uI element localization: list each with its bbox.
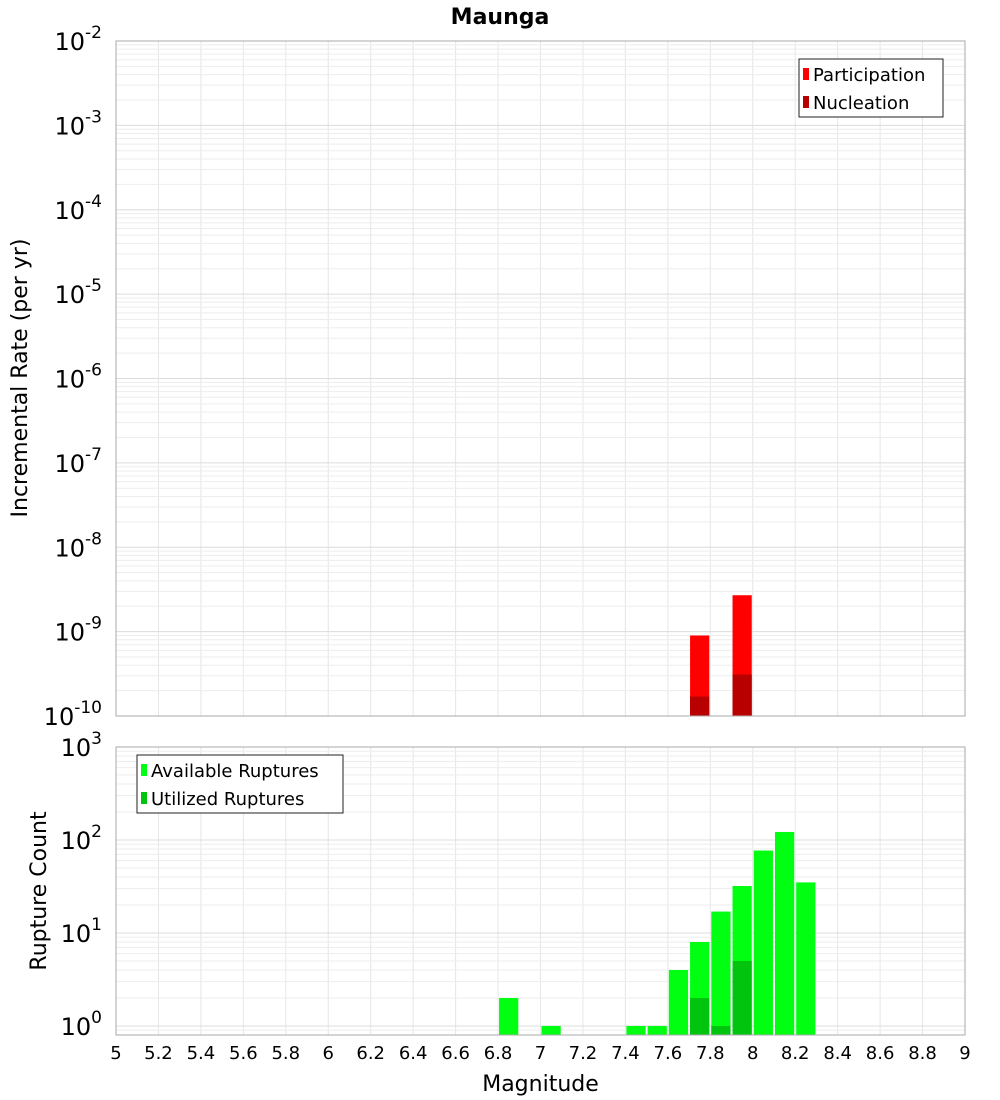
y-tick-label: 101	[61, 915, 102, 948]
bar-nucleation	[690, 696, 710, 716]
bar-available-ruptures	[541, 1025, 561, 1035]
legend: Available Ruptures Utilized Ruptures	[136, 754, 344, 814]
bar-available-ruptures	[796, 882, 816, 1035]
x-tick-label: 8.8	[908, 1043, 937, 1064]
x-tick-label: 5.8	[271, 1043, 300, 1064]
legend-label-nucleation: Nucleation	[813, 93, 909, 114]
legend: Participation Nucleation	[798, 58, 944, 118]
legend-swatch-utilized-ruptures	[141, 792, 147, 804]
top-panel: 10-10 10-9 10-8 10-7 10-6 10-5 10-4 10-3 10-2 Inc…	[8, 23, 966, 731]
legend-swatch-available-ruptures	[141, 764, 147, 776]
bottom-panel: 100 101 102 103 5 5.2 5.4 5.6 5.8 6 6.2 6.4 6.6 6.8 7 7…	[27, 729, 971, 1097]
grid-lines	[115, 41, 966, 717]
legend-box	[136, 754, 344, 814]
x-tick-label: 5.2	[144, 1043, 173, 1064]
bar-utilized-ruptures	[732, 960, 752, 1035]
bar-available-ruptures	[711, 911, 731, 1035]
legend-label-participation: Participation	[813, 65, 925, 86]
y-tick-labels: 10-10 10-9 10-8 10-7 10-6 10-5 10-4 10-3 10-2	[44, 23, 102, 731]
x-tick-label: 5	[110, 1043, 121, 1064]
bar-utilized-ruptures	[711, 1025, 731, 1035]
legend-box	[798, 58, 944, 118]
y-axis-title: Incremental Rate (per yr)	[8, 239, 33, 518]
bar-available-ruptures	[753, 850, 773, 1035]
bar-available-ruptures	[499, 997, 519, 1035]
legend-swatch-participation	[803, 68, 809, 80]
x-tick-label: 8	[747, 1043, 758, 1064]
y-tick-label: 10-2	[55, 23, 103, 56]
x-tick-label: 7	[535, 1043, 546, 1064]
x-tick-label: 8.6	[866, 1043, 895, 1064]
legend-label-utilized-ruptures: Utilized Ruptures	[151, 789, 304, 810]
x-tick-label: 7.2	[569, 1043, 598, 1064]
y-tick-label: 10-9	[55, 614, 103, 647]
y-tick-label: 100	[61, 1008, 102, 1041]
x-tick-labels: 5 5.2 5.4 5.6 5.8 6 6.2 6.4 6.6 6.8 7 7.2 7.4 7.6 7.8 8…	[110, 1043, 970, 1064]
y-tick-label: 102	[61, 822, 102, 855]
bar-utilized-ruptures	[690, 997, 710, 1035]
plot-area	[115, 40, 966, 717]
x-tick-label: 6.4	[399, 1043, 428, 1064]
bar-available-ruptures	[774, 831, 795, 1035]
y-tick-label: 10-6	[55, 361, 103, 394]
bar-available-ruptures	[647, 1025, 667, 1035]
x-tick-label: 7.8	[696, 1043, 725, 1064]
bar-nucleation	[732, 674, 752, 716]
x-tick-label: 7.4	[611, 1043, 640, 1064]
chart-title: Maunga	[451, 5, 550, 30]
x-tick-label: 6.6	[441, 1043, 470, 1064]
x-tick-label: 7.6	[654, 1043, 683, 1064]
x-tick-label: 6.2	[356, 1043, 385, 1064]
x-tick-label: 6.8	[484, 1043, 513, 1064]
x-tick-label: 5.4	[187, 1043, 216, 1064]
legend-label-available-ruptures: Available Ruptures	[151, 761, 319, 782]
x-tick-label: 9	[959, 1043, 970, 1064]
y-tick-label: 10-7	[55, 445, 103, 478]
x-tick-label: 5.6	[229, 1043, 258, 1064]
y-axis-title: Rupture Count	[27, 811, 52, 971]
x-axis-title: Magnitude	[482, 1072, 599, 1097]
y-tick-label: 10-5	[55, 276, 103, 309]
bar-available-ruptures	[668, 969, 689, 1035]
y-tick-label: 10-3	[55, 107, 103, 140]
bar-participation	[690, 635, 710, 716]
legend-swatch-nucleation	[803, 96, 809, 108]
y-tick-label: 10-4	[55, 192, 103, 225]
series-utilized-ruptures	[690, 960, 752, 1035]
y-tick-label: 10-10	[44, 698, 102, 731]
y-tick-label: 103	[61, 729, 102, 762]
x-tick-label: 8.4	[823, 1043, 852, 1064]
plot-area	[115, 746, 966, 1036]
y-tick-labels: 100 101 102 103	[61, 729, 102, 1041]
x-tick-label: 6	[323, 1043, 334, 1064]
series-nucleation	[690, 674, 752, 716]
x-tick-label: 8.2	[781, 1043, 810, 1064]
y-tick-label: 10-8	[55, 529, 103, 562]
bar-available-ruptures	[626, 1025, 646, 1035]
